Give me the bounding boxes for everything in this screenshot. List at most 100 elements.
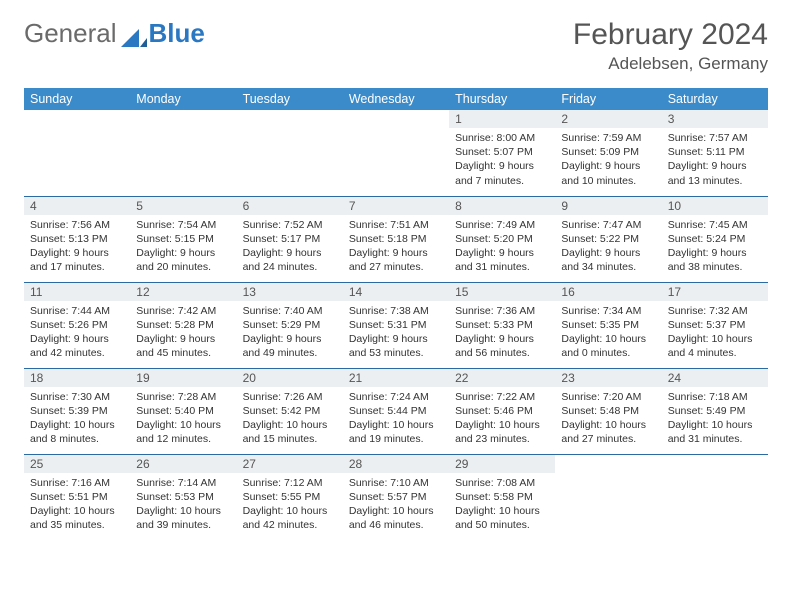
weekday-header: Thursday	[449, 88, 555, 110]
calendar-day-cell: 8Sunrise: 7:49 AMSunset: 5:20 PMDaylight…	[449, 196, 555, 282]
title-block: February 2024 Adelebsen, Germany	[573, 18, 768, 74]
sunset-line: Sunset: 5:58 PM	[455, 490, 549, 504]
day-number: 5	[130, 197, 236, 215]
daylight-line: Daylight: 9 hours and 27 minutes.	[349, 246, 443, 274]
sunset-line: Sunset: 5:07 PM	[455, 145, 549, 159]
day-number: 16	[555, 283, 661, 301]
sunrise-line: Sunrise: 7:18 AM	[668, 390, 762, 404]
calendar-day-cell: 4Sunrise: 7:56 AMSunset: 5:13 PMDaylight…	[24, 196, 130, 282]
calendar-day-cell: 3Sunrise: 7:57 AMSunset: 5:11 PMDaylight…	[662, 110, 768, 196]
sunrise-line: Sunrise: 7:10 AM	[349, 476, 443, 490]
daylight-line: Daylight: 9 hours and 38 minutes.	[668, 246, 762, 274]
day-details: Sunrise: 7:22 AMSunset: 5:46 PMDaylight:…	[449, 387, 555, 451]
day-details: Sunrise: 7:20 AMSunset: 5:48 PMDaylight:…	[555, 387, 661, 451]
day-details: Sunrise: 7:24 AMSunset: 5:44 PMDaylight:…	[343, 387, 449, 451]
header: General Blue February 2024 Adelebsen, Ge…	[24, 18, 768, 74]
daylight-line: Daylight: 9 hours and 45 minutes.	[136, 332, 230, 360]
daylight-line: Daylight: 10 hours and 46 minutes.	[349, 504, 443, 532]
daylight-line: Daylight: 9 hours and 56 minutes.	[455, 332, 549, 360]
weekday-header-row: SundayMondayTuesdayWednesdayThursdayFrid…	[24, 88, 768, 110]
calendar-day-cell: 24Sunrise: 7:18 AMSunset: 5:49 PMDayligh…	[662, 368, 768, 454]
brand-part1: General	[24, 18, 117, 49]
sunrise-line: Sunrise: 7:49 AM	[455, 218, 549, 232]
day-number: 23	[555, 369, 661, 387]
calendar-day-cell: 25Sunrise: 7:16 AMSunset: 5:51 PMDayligh…	[24, 454, 130, 540]
sunset-line: Sunset: 5:31 PM	[349, 318, 443, 332]
calendar-day-cell: 17Sunrise: 7:32 AMSunset: 5:37 PMDayligh…	[662, 282, 768, 368]
calendar-table: SundayMondayTuesdayWednesdayThursdayFrid…	[24, 88, 768, 540]
daylight-line: Daylight: 9 hours and 7 minutes.	[455, 159, 549, 187]
sunrise-line: Sunrise: 7:52 AM	[243, 218, 337, 232]
calendar-day-cell: 19Sunrise: 7:28 AMSunset: 5:40 PMDayligh…	[130, 368, 236, 454]
daylight-line: Daylight: 9 hours and 53 minutes.	[349, 332, 443, 360]
day-number: 15	[449, 283, 555, 301]
day-details: Sunrise: 7:26 AMSunset: 5:42 PMDaylight:…	[237, 387, 343, 451]
calendar-day-cell	[555, 454, 661, 540]
sunrise-line: Sunrise: 7:32 AM	[668, 304, 762, 318]
sunrise-line: Sunrise: 7:38 AM	[349, 304, 443, 318]
calendar-day-cell: 29Sunrise: 7:08 AMSunset: 5:58 PMDayligh…	[449, 454, 555, 540]
day-details: Sunrise: 7:28 AMSunset: 5:40 PMDaylight:…	[130, 387, 236, 451]
location: Adelebsen, Germany	[573, 54, 768, 74]
day-details: Sunrise: 7:08 AMSunset: 5:58 PMDaylight:…	[449, 473, 555, 537]
daylight-line: Daylight: 9 hours and 31 minutes.	[455, 246, 549, 274]
daylight-line: Daylight: 10 hours and 42 minutes.	[243, 504, 337, 532]
day-details: Sunrise: 7:47 AMSunset: 5:22 PMDaylight:…	[555, 215, 661, 279]
day-details: Sunrise: 7:34 AMSunset: 5:35 PMDaylight:…	[555, 301, 661, 365]
sunset-line: Sunset: 5:40 PM	[136, 404, 230, 418]
calendar-day-cell: 20Sunrise: 7:26 AMSunset: 5:42 PMDayligh…	[237, 368, 343, 454]
calendar-day-cell: 5Sunrise: 7:54 AMSunset: 5:15 PMDaylight…	[130, 196, 236, 282]
day-details: Sunrise: 7:30 AMSunset: 5:39 PMDaylight:…	[24, 387, 130, 451]
day-number: 3	[662, 110, 768, 128]
weekday-header: Monday	[130, 88, 236, 110]
day-details: Sunrise: 7:18 AMSunset: 5:49 PMDaylight:…	[662, 387, 768, 451]
day-number: 27	[237, 455, 343, 473]
sunrise-line: Sunrise: 7:51 AM	[349, 218, 443, 232]
sunrise-line: Sunrise: 7:56 AM	[30, 218, 124, 232]
calendar-day-cell: 11Sunrise: 7:44 AMSunset: 5:26 PMDayligh…	[24, 282, 130, 368]
calendar-day-cell: 23Sunrise: 7:20 AMSunset: 5:48 PMDayligh…	[555, 368, 661, 454]
day-number: 13	[237, 283, 343, 301]
daylight-line: Daylight: 9 hours and 34 minutes.	[561, 246, 655, 274]
sunrise-line: Sunrise: 7:08 AM	[455, 476, 549, 490]
sunrise-line: Sunrise: 8:00 AM	[455, 131, 549, 145]
sunset-line: Sunset: 5:53 PM	[136, 490, 230, 504]
day-details: Sunrise: 7:57 AMSunset: 5:11 PMDaylight:…	[662, 128, 768, 192]
sunrise-line: Sunrise: 7:59 AM	[561, 131, 655, 145]
day-details: Sunrise: 7:51 AMSunset: 5:18 PMDaylight:…	[343, 215, 449, 279]
day-details: Sunrise: 7:14 AMSunset: 5:53 PMDaylight:…	[130, 473, 236, 537]
day-number: 28	[343, 455, 449, 473]
day-details: Sunrise: 7:44 AMSunset: 5:26 PMDaylight:…	[24, 301, 130, 365]
day-number: 11	[24, 283, 130, 301]
day-number: 26	[130, 455, 236, 473]
sunrise-line: Sunrise: 7:12 AM	[243, 476, 337, 490]
calendar-day-cell: 22Sunrise: 7:22 AMSunset: 5:46 PMDayligh…	[449, 368, 555, 454]
day-number: 19	[130, 369, 236, 387]
day-details: Sunrise: 7:42 AMSunset: 5:28 PMDaylight:…	[130, 301, 236, 365]
calendar-day-cell: 9Sunrise: 7:47 AMSunset: 5:22 PMDaylight…	[555, 196, 661, 282]
sunrise-line: Sunrise: 7:22 AM	[455, 390, 549, 404]
daylight-line: Daylight: 10 hours and 12 minutes.	[136, 418, 230, 446]
daylight-line: Daylight: 10 hours and 8 minutes.	[30, 418, 124, 446]
sunset-line: Sunset: 5:44 PM	[349, 404, 443, 418]
day-details: Sunrise: 7:56 AMSunset: 5:13 PMDaylight:…	[24, 215, 130, 279]
day-details: Sunrise: 7:16 AMSunset: 5:51 PMDaylight:…	[24, 473, 130, 537]
calendar-week-row: 18Sunrise: 7:30 AMSunset: 5:39 PMDayligh…	[24, 368, 768, 454]
calendar-day-cell	[343, 110, 449, 196]
sunset-line: Sunset: 5:18 PM	[349, 232, 443, 246]
day-number: 25	[24, 455, 130, 473]
calendar-day-cell: 1Sunrise: 8:00 AMSunset: 5:07 PMDaylight…	[449, 110, 555, 196]
day-number: 22	[449, 369, 555, 387]
sunset-line: Sunset: 5:35 PM	[561, 318, 655, 332]
day-number: 18	[24, 369, 130, 387]
sunset-line: Sunset: 5:29 PM	[243, 318, 337, 332]
day-details: Sunrise: 7:38 AMSunset: 5:31 PMDaylight:…	[343, 301, 449, 365]
sunrise-line: Sunrise: 7:44 AM	[30, 304, 124, 318]
daylight-line: Daylight: 9 hours and 10 minutes.	[561, 159, 655, 187]
sunrise-line: Sunrise: 7:26 AM	[243, 390, 337, 404]
sunrise-line: Sunrise: 7:54 AM	[136, 218, 230, 232]
daylight-line: Daylight: 9 hours and 20 minutes.	[136, 246, 230, 274]
sunrise-line: Sunrise: 7:45 AM	[668, 218, 762, 232]
day-number: 20	[237, 369, 343, 387]
sunset-line: Sunset: 5:26 PM	[30, 318, 124, 332]
